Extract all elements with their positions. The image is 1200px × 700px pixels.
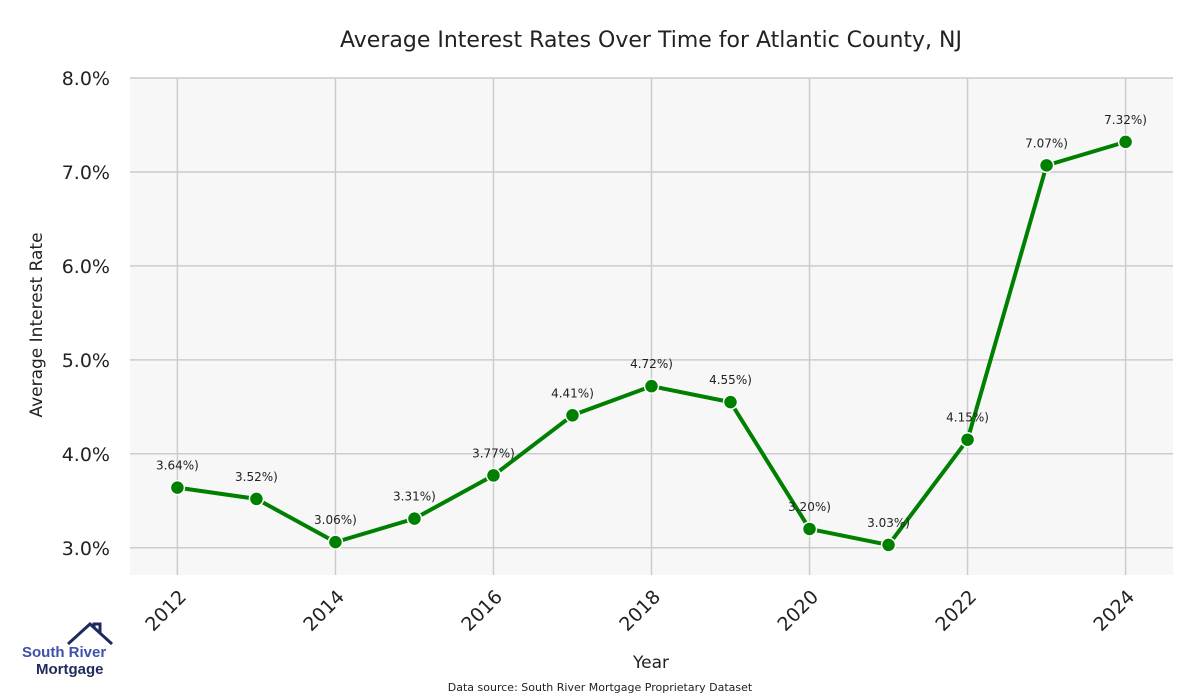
data-point [1038,157,1055,174]
y-tick-label: 3.0% [62,538,110,560]
chart-title: Average Interest Rates Over Time for Atl… [340,28,962,53]
x-tick-label: 2014 [299,586,349,636]
x-tick-label: 2020 [773,586,823,636]
data-label: 7.07%) [1025,136,1068,150]
data-label: 4.55%) [709,373,752,387]
logo-text-line2: Mortgage [36,661,104,678]
south-river-mortgage-logo: South River Mortgage [22,622,114,682]
data-point [406,510,423,527]
y-tick-label: 6.0% [62,256,110,278]
data-point [485,467,502,484]
data-point [959,431,976,448]
data-label: 3.31%) [393,490,436,504]
data-label: 4.41%) [551,386,594,400]
data-point [643,378,660,394]
x-axis-label: Year [632,653,669,673]
data-label: 3.77%) [472,446,515,460]
data-point [880,537,897,553]
data-point [248,491,265,507]
x-tick-label: 2012 [141,586,191,636]
data-label: 3.03%) [867,516,910,530]
data-label: 3.64%) [156,459,199,473]
y-tick-label: 7.0% [62,162,110,184]
y-axis-label: Average Interest Rate [27,232,47,417]
x-tick-label: 2018 [615,586,665,636]
data-point [564,407,581,424]
data-label: 3.06%) [314,513,357,527]
house-roof-icon [66,622,114,646]
y-tick-label: 4.0% [62,444,110,466]
logo-text-line1: South River [22,644,107,661]
data-label: 4.15%) [946,411,989,425]
data-point [722,394,739,410]
x-tick-label: 2022 [931,586,981,636]
data-label: 3.52%) [235,470,278,484]
data-label: 7.32%) [1104,113,1147,127]
y-tick-label: 8.0% [62,68,110,90]
data-source-note: Data source: South River Mortgage Propri… [447,681,753,694]
x-tick-label: 2024 [1089,586,1139,636]
data-point [1117,134,1134,150]
x-tick-label: 2016 [457,586,507,636]
data-label: 4.72%) [630,357,673,371]
data-point [801,521,818,537]
y-tick-label: 5.0% [62,350,110,372]
data-label: 3.20%) [788,500,831,514]
data-point [169,479,186,496]
data-point [327,534,344,550]
